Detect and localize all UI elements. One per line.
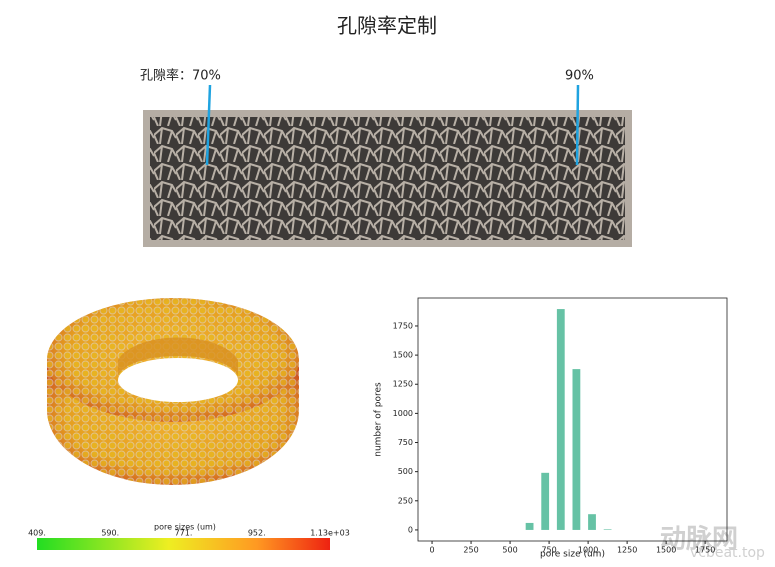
bar (572, 369, 581, 530)
bar (525, 522, 534, 530)
colorbar-title: pore sizes (um) (154, 523, 216, 532)
colorbar-label: 590. (101, 529, 119, 538)
x-tick-label: 0 (429, 546, 434, 555)
pointer-right (575, 84, 580, 166)
bar (556, 309, 565, 530)
pointer-left (205, 84, 212, 166)
y-tick-label: 250 (398, 496, 413, 505)
colorbar-label: 771. (175, 529, 193, 538)
y-tick-label: 500 (398, 467, 413, 476)
x-axis-label: pore size (um) (540, 550, 605, 560)
bar (603, 529, 612, 530)
slide-title: 孔隙率定制 (337, 14, 437, 38)
colorbar-label: 409. (28, 529, 46, 538)
colorbar (37, 538, 330, 550)
x-tick-label: 1750 (695, 546, 715, 555)
plot-frame (417, 297, 728, 542)
x-tick-label: 750 (541, 546, 556, 555)
porosity-label-left: 孔隙率：70% (140, 68, 221, 84)
colorbar-label: 1.13e+03 (310, 529, 350, 538)
x-tick-label: 1500 (656, 546, 676, 555)
y-tick-label: 0 (408, 525, 413, 534)
x-tick-label: 1000 (578, 546, 598, 555)
bar (541, 472, 550, 530)
x-tick-label: 250 (463, 546, 478, 555)
torus-image (47, 298, 299, 485)
y-tick-label: 1500 (393, 351, 413, 360)
x-tick-label: 500 (502, 546, 517, 555)
x-tick-label: 1250 (617, 546, 637, 555)
colorbar-label: 952. (248, 529, 266, 538)
y-tick-label: 1000 (393, 409, 413, 418)
watermark-brand: 动脉网 (660, 525, 738, 555)
watermark-site: vcbeat.top (690, 545, 765, 561)
porosity-label-right: 90% (565, 69, 594, 84)
y-tick-label: 1250 (393, 380, 413, 389)
bar (588, 514, 596, 530)
y-axis-label: number of pores (374, 382, 384, 457)
y-tick-label: 1750 (393, 321, 413, 330)
y-tick-label: 750 (398, 438, 413, 447)
lattice-image (150, 117, 625, 240)
